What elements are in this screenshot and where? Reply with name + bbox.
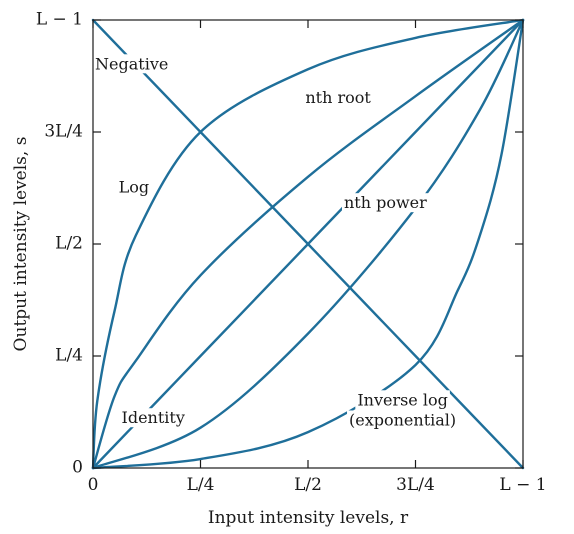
annotations-layer: Negative Log nth root nth power Identity Inve… [93,54,459,430]
annotation-text: Log [119,178,150,197]
x-tick-label: L − 1 [499,475,546,495]
x-tick-label: L/2 [294,475,322,495]
annotation-background [93,54,171,74]
x-axis-label: Input intensity levels, r [208,508,409,528]
annotation-background [341,193,430,213]
curves-layer [91,18,525,470]
y-tick-label: 3L/4 [44,122,83,142]
annotation-text: Inverse log [357,390,448,409]
annotation-exponential: (exponential) [347,410,459,430]
curve-nth-root [91,18,525,470]
y-tick-label: L/2 [55,234,83,254]
x-tick-label: 3L/4 [396,475,435,495]
annotation-background [116,177,152,197]
annotation-text: nth power [344,193,427,212]
annotation-log: Log [116,177,152,197]
x-axis-ticks: 0 L/4 L/2 3L/4 L − 1 [88,20,547,495]
x-tick-label: L/4 [187,475,215,495]
curve-log [91,18,525,470]
y-tick-label: 0 [72,458,83,478]
y-tick-label: L/4 [55,346,83,366]
annotation-negative: Negative [93,54,171,74]
annotation-text: (exponential) [349,410,456,429]
annotation-background [347,410,459,430]
annotation-nth-power: nth power [341,193,430,213]
annotation-nth-root: nth root [303,87,374,107]
annotation-identity: Identity [119,408,187,428]
curve-inverse-log-exponential [91,18,525,470]
annotation-inverse-log: Inverse log [355,390,450,410]
y-axis-label: Output intensity levels, s [11,137,31,352]
y-axis-ticks: 0 L/4 L/2 3L/4 L − 1 [36,10,523,478]
x-tick-label: 0 [88,475,99,495]
curve-nth-power [91,18,525,470]
curve-identity [91,18,525,470]
annotation-text: nth root [305,88,371,107]
annotation-text: Negative [95,54,168,73]
annotation-background [303,87,374,107]
annotation-text: Identity [122,408,185,427]
y-tick-label: L − 1 [36,10,83,30]
annotation-background [355,390,450,410]
annotation-background [119,408,187,428]
